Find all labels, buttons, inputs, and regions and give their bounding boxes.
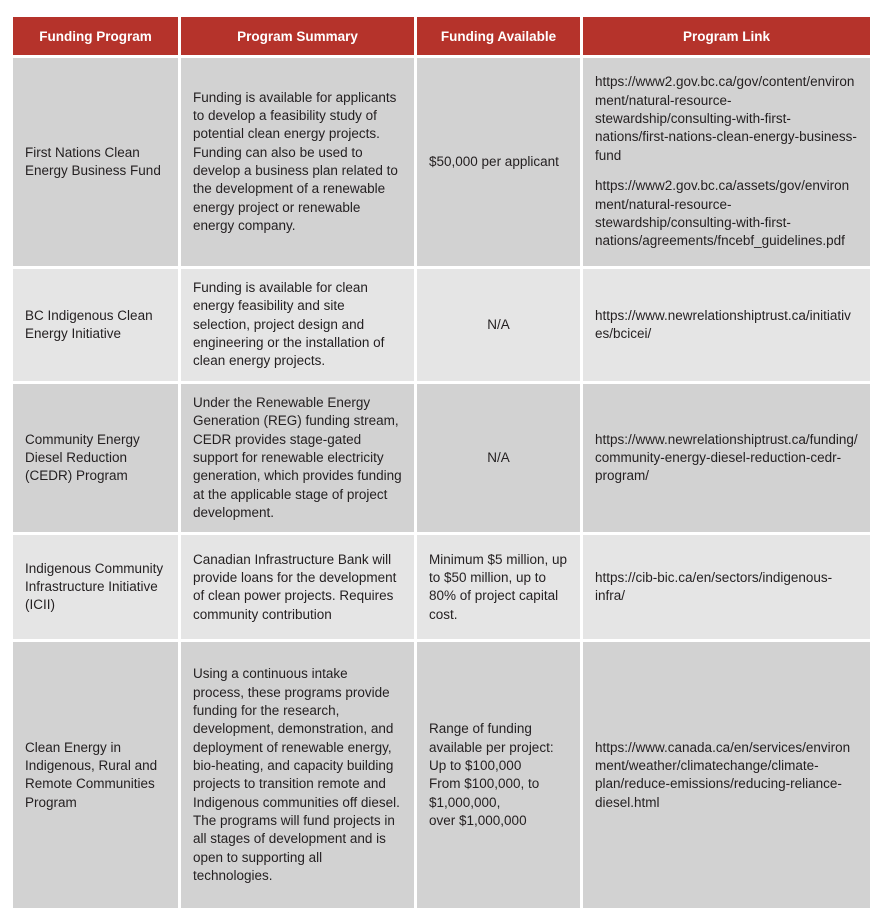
header-funding-program: Funding Program [13,17,178,55]
program-name-cell: BC Indigenous Clean Energy Initiative [13,269,178,381]
funding-available-cell: $50,000 per applicant [417,58,580,266]
program-summary-cell: Using a continuous intake process, these… [181,642,414,909]
header-program-summary: Program Summary [181,17,414,55]
program-name-cell: Indigenous Community Infrastructure Init… [13,535,178,640]
funding-available-cell: N/A [417,269,580,381]
program-summary-cell: Funding is available for applicants to d… [181,58,414,266]
table-row: Indigenous Community Infrastructure Init… [13,535,870,640]
program-link[interactable]: https://www2.gov.bc.ca/gov/content/envir… [595,74,857,163]
funding-available-cell: N/A [417,383,580,533]
funding-programs-table: Funding Program Program Summary Funding … [10,14,873,911]
program-link[interactable]: https://cib-bic.ca/en/sectors/indigenous… [595,569,833,604]
funding-available-cell: Range of funding available per project: … [417,642,580,909]
header-program-link: Program Link [583,17,870,55]
program-link-cell: https://www.newrelationshiptrust.ca/fund… [583,383,870,533]
program-link[interactable]: https://www.newrelationshiptrust.ca/fund… [595,431,858,484]
program-link-cell: https://www2.gov.bc.ca/gov/content/envir… [583,58,870,266]
program-summary-cell: Canadian Infrastructure Bank will provid… [181,535,414,640]
program-summary-cell: Under the Renewable Energy Generation (R… [181,383,414,533]
table-header-row: Funding Program Program Summary Funding … [13,17,870,55]
funding-available-cell: Minimum $5 million, up to $50 million, u… [417,535,580,640]
program-link[interactable]: https://www2.gov.bc.ca/assets/gov/enviro… [595,178,850,249]
program-link-cell: https://www.newrelationshiptrust.ca/init… [583,269,870,381]
table-row: Clean Energy in Indigenous, Rural and Re… [13,642,870,909]
program-link[interactable]: https://www.canada.ca/en/services/enviro… [595,739,851,810]
table-row: Community Energy Diesel Reduction (CEDR)… [13,383,870,533]
table-row: BC Indigenous Clean Energy Initiative Fu… [13,269,870,381]
program-link-cell: https://cib-bic.ca/en/sectors/indigenous… [583,535,870,640]
program-name-cell: Community Energy Diesel Reduction (CEDR)… [13,383,178,533]
header-funding-available: Funding Available [417,17,580,55]
program-summary-cell: Funding is available for clean energy fe… [181,269,414,381]
program-link-cell: https://www.canada.ca/en/services/enviro… [583,642,870,909]
program-name-cell: Clean Energy in Indigenous, Rural and Re… [13,642,178,909]
table-row: First Nations Clean Energy Business Fund… [13,58,870,266]
program-link[interactable]: https://www.newrelationshiptrust.ca/init… [595,307,851,341]
program-name-cell: First Nations Clean Energy Business Fund [13,58,178,266]
